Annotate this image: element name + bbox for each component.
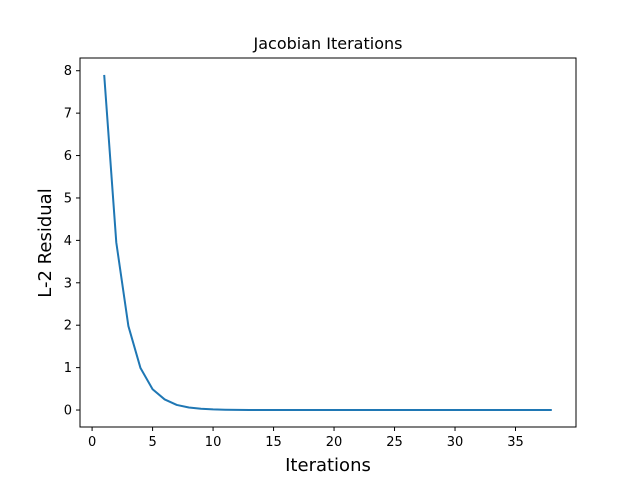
x-tick-label: 20: [326, 435, 343, 450]
x-tick-label: 10: [205, 435, 222, 450]
x-tick-label: 35: [507, 435, 524, 450]
y-tick-label: 6: [64, 149, 72, 164]
y-tick-label: 3: [64, 276, 72, 291]
y-tick-label: 1: [64, 361, 72, 376]
y-axis: 0 1 2 3 4 5 6 7 8: [64, 64, 80, 419]
y-tick-label: 0: [64, 404, 72, 419]
chart-title: Jacobian Iterations: [253, 34, 403, 53]
y-tick-label: 8: [64, 64, 72, 79]
plot-area: [79, 57, 577, 428]
series-line: [103, 74, 552, 412]
y-tick-label: 5: [64, 191, 72, 206]
y-axis-title: L-2 Residual: [35, 188, 56, 297]
x-tick-label: 15: [265, 435, 282, 450]
x-tick-label: 5: [148, 435, 156, 450]
x-axis-title: Iterations: [285, 455, 371, 476]
x-tick-label: 30: [447, 435, 464, 450]
y-tick-label: 4: [64, 234, 72, 249]
y-tick-label: 7: [64, 107, 72, 122]
x-tick-label: 0: [88, 435, 96, 450]
y-tick-label: 2: [64, 319, 72, 334]
x-axis: 0 5 10 15 20 25 30 35: [88, 427, 524, 450]
x-tick-label: 25: [386, 435, 403, 450]
